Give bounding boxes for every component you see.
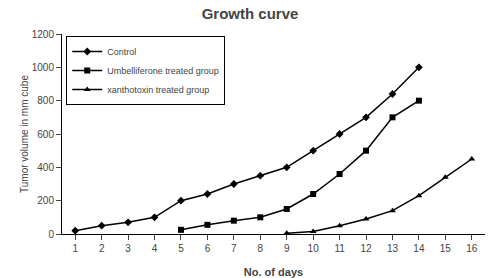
svg-text:1000: 1000 bbox=[32, 62, 55, 73]
svg-text:2: 2 bbox=[99, 243, 105, 254]
svg-text:3: 3 bbox=[125, 243, 131, 254]
svg-text:Control: Control bbox=[107, 47, 136, 57]
svg-text:15: 15 bbox=[440, 243, 452, 254]
svg-text:9: 9 bbox=[284, 243, 290, 254]
svg-text:600: 600 bbox=[37, 129, 54, 140]
svg-text:800: 800 bbox=[37, 95, 54, 106]
svg-text:Tumor volume in mm cube: Tumor volume in mm cube bbox=[19, 75, 30, 193]
svg-text:5: 5 bbox=[178, 243, 184, 254]
svg-text:Growth curve: Growth curve bbox=[202, 5, 299, 22]
svg-text:1: 1 bbox=[72, 243, 78, 254]
svg-text:10: 10 bbox=[308, 243, 320, 254]
svg-text:12: 12 bbox=[360, 243, 372, 254]
svg-text:13: 13 bbox=[387, 243, 399, 254]
svg-text:14: 14 bbox=[413, 243, 425, 254]
svg-text:400: 400 bbox=[37, 162, 54, 173]
svg-text:7: 7 bbox=[231, 243, 237, 254]
svg-text:200: 200 bbox=[37, 195, 54, 206]
svg-text:Umbelliferone treated group: Umbelliferone treated group bbox=[107, 66, 219, 76]
svg-text:1200: 1200 bbox=[32, 29, 55, 40]
svg-text:4: 4 bbox=[152, 243, 158, 254]
svg-text:No. of days: No. of days bbox=[244, 266, 303, 278]
svg-text:11: 11 bbox=[334, 243, 345, 254]
svg-text:0: 0 bbox=[48, 229, 54, 240]
svg-text:16: 16 bbox=[466, 243, 478, 254]
svg-text:8: 8 bbox=[257, 243, 263, 254]
svg-text:6: 6 bbox=[205, 243, 211, 254]
svg-text:xanthotoxin treated group: xanthotoxin treated group bbox=[107, 85, 209, 95]
